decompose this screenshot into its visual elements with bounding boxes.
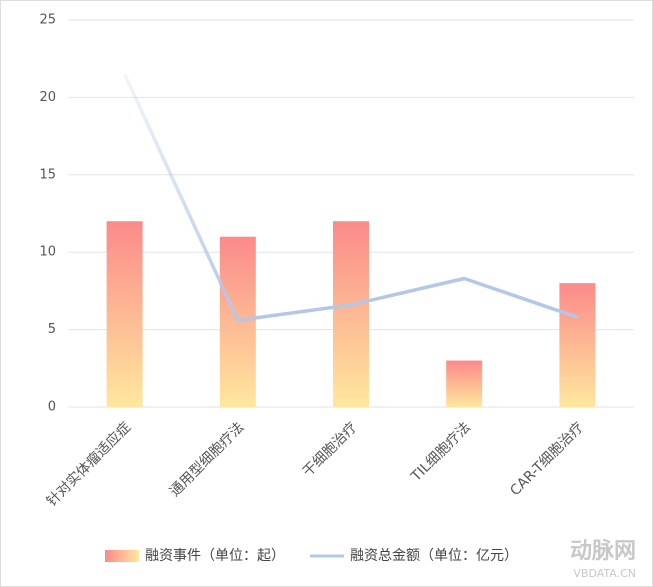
legend-label: 融资总金额（单位：亿元） <box>350 548 518 564</box>
bar <box>333 221 369 407</box>
y-tick-label: 10 <box>39 245 56 260</box>
watermark: 动脉网 <box>570 539 636 564</box>
x-tick-label: 干细胞治疗 <box>300 419 361 480</box>
y-tick-label: 25 <box>39 13 56 28</box>
y-tick-label: 0 <box>48 400 56 415</box>
bar <box>106 221 143 407</box>
x-tick-label: TIL细胞疗法 <box>408 419 474 485</box>
y-tick-label: 5 <box>48 322 56 337</box>
x-tick-label: 通用型细胞疗法 <box>167 419 248 500</box>
line <box>123 73 578 323</box>
bar <box>446 360 483 407</box>
watermark: VBDATA.CN <box>573 567 636 580</box>
y-tick-label: 20 <box>39 90 56 105</box>
x-tick-label: 针对实体瘤适应症 <box>43 419 134 510</box>
x-tick-label: CAR-T细胞治疗 <box>507 419 587 499</box>
legend-label: 融资事件（单位：起） <box>145 548 285 564</box>
bar <box>559 283 596 407</box>
y-tick-label: 15 <box>39 167 56 182</box>
legend-swatch <box>105 550 139 562</box>
